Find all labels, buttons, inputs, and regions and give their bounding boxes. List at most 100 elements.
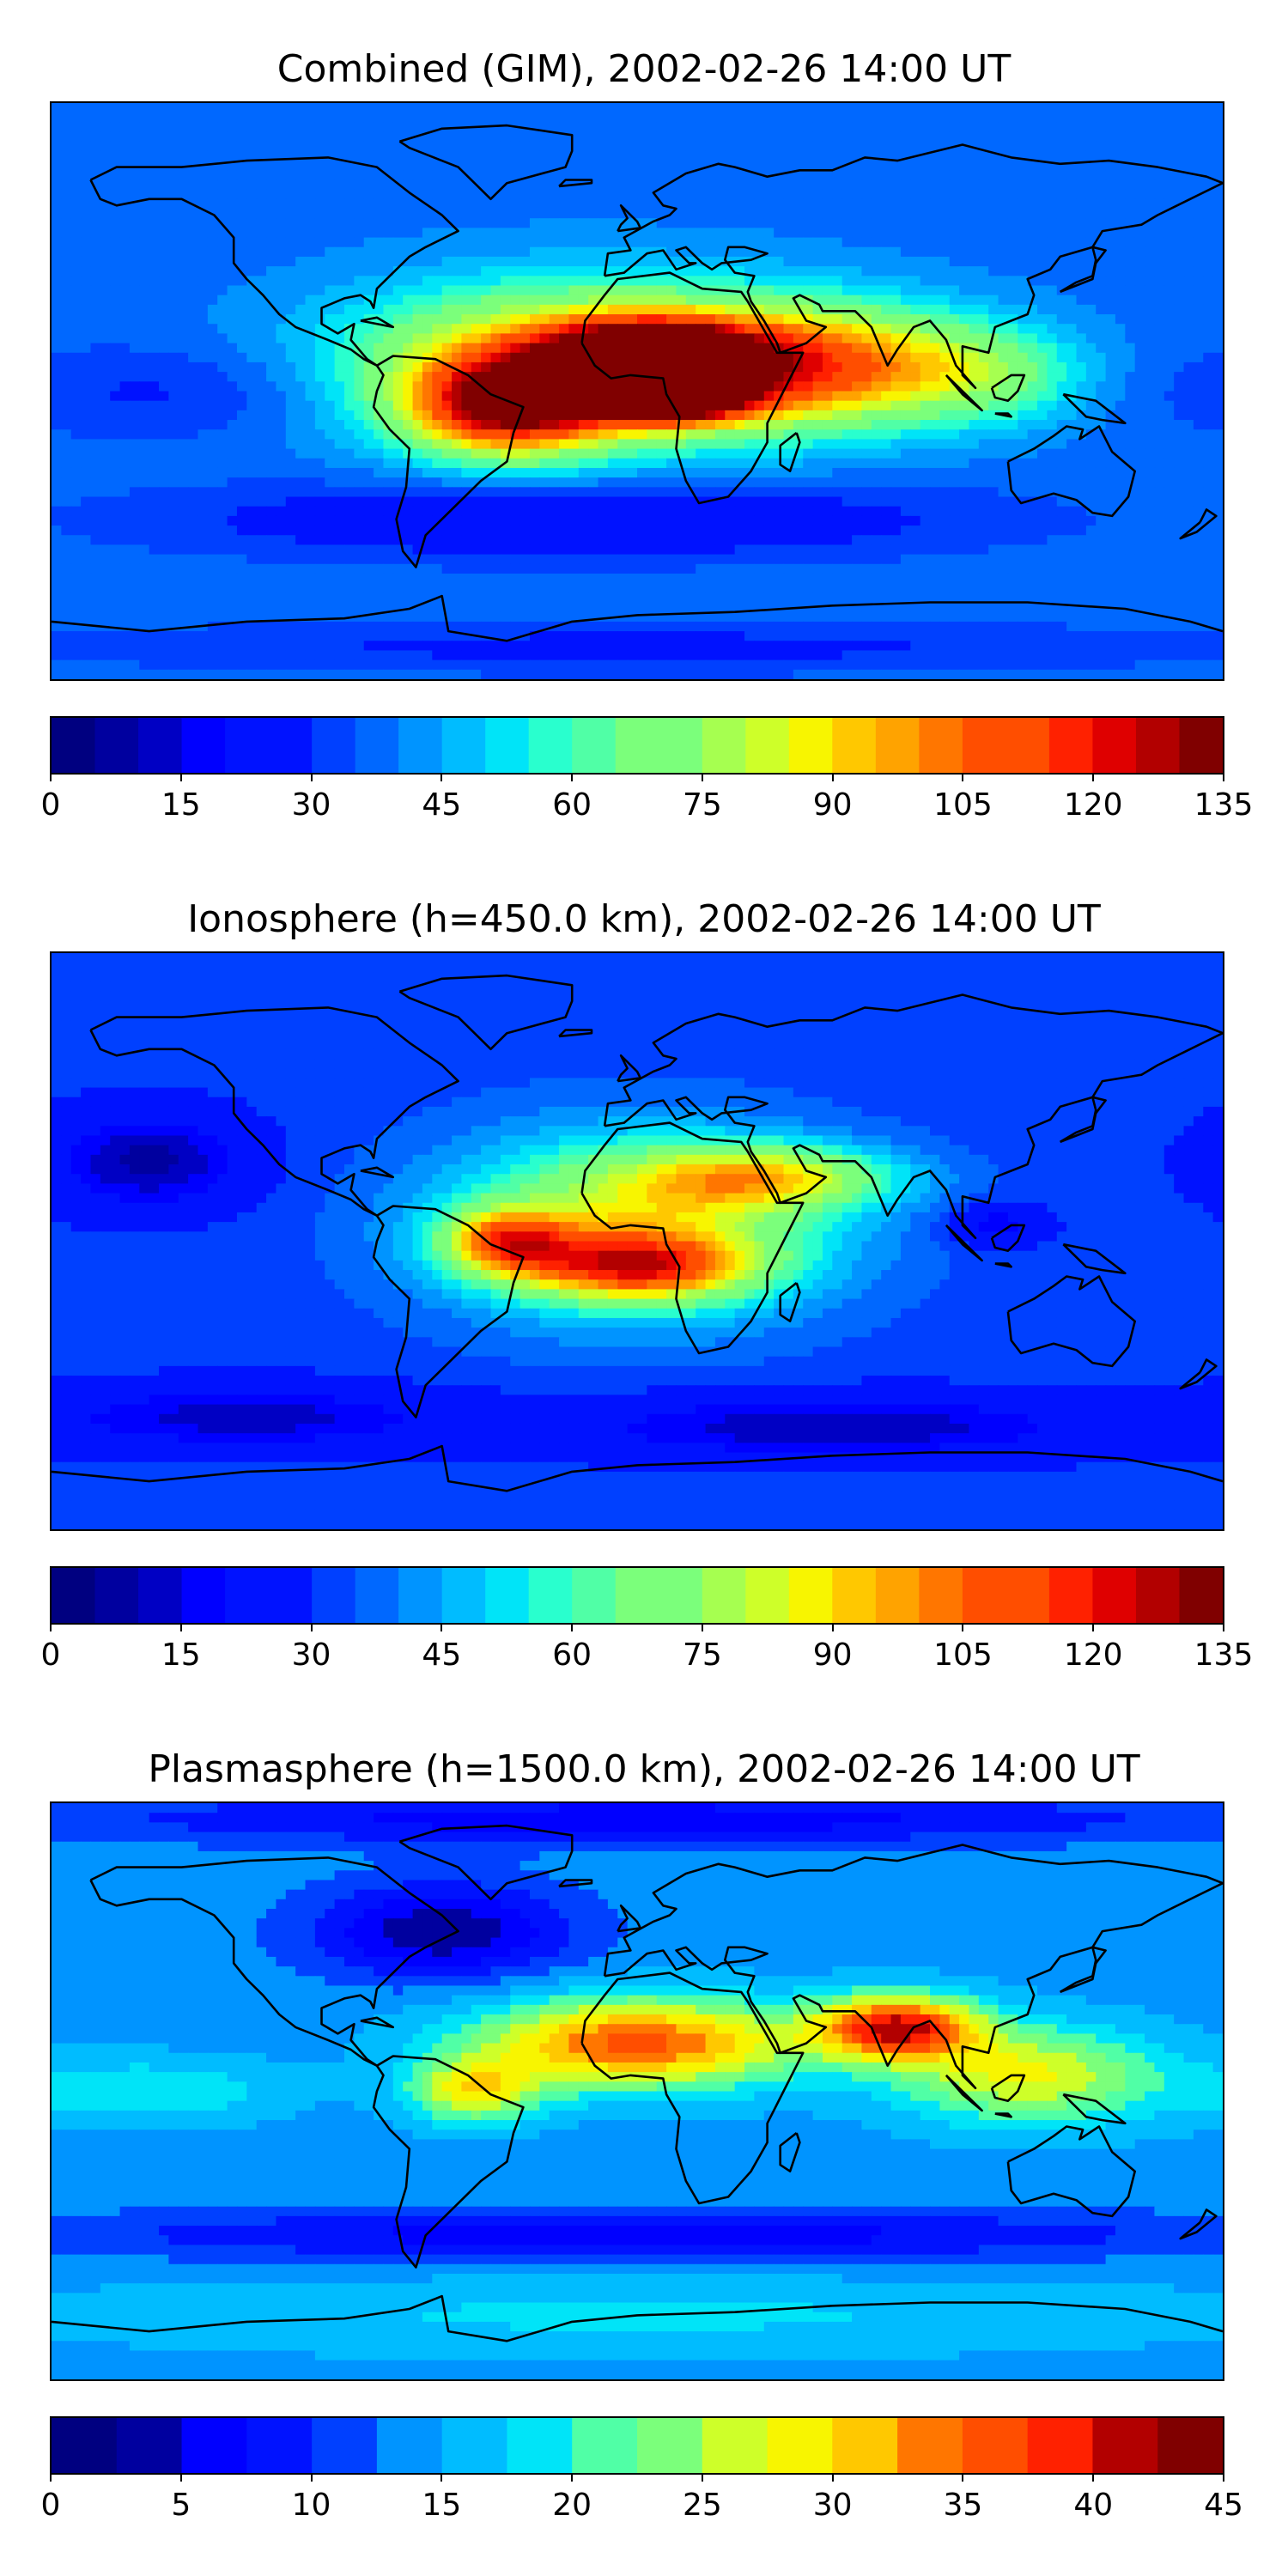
value-cell xyxy=(236,343,247,354)
value-cell xyxy=(539,295,550,306)
value-cell xyxy=(295,448,307,459)
value-cell xyxy=(900,458,911,469)
value-cell xyxy=(578,170,589,181)
value-cell xyxy=(890,209,902,219)
value-cell xyxy=(900,352,911,363)
value-cell xyxy=(1027,198,1038,210)
value-cell xyxy=(637,246,647,258)
value-cell xyxy=(471,170,482,181)
value-cell xyxy=(754,189,765,200)
value-cell xyxy=(725,477,736,488)
value-cell xyxy=(207,122,218,133)
value-cell xyxy=(1163,179,1175,191)
value-cell xyxy=(197,131,209,143)
value-cell xyxy=(861,228,872,239)
value-cell xyxy=(1193,448,1204,459)
value-cell xyxy=(81,256,92,267)
value-cell xyxy=(881,333,892,344)
value-cell xyxy=(637,352,647,363)
value-cell xyxy=(861,103,872,113)
value-cell xyxy=(744,381,755,392)
value-cell xyxy=(510,295,521,306)
value-cell xyxy=(881,237,892,248)
value-cell xyxy=(481,150,492,161)
value-cell xyxy=(403,161,414,171)
value-cell xyxy=(998,477,1009,488)
value-cell xyxy=(696,150,707,161)
value-cell xyxy=(490,103,501,113)
value-cell xyxy=(207,324,218,334)
value-cell xyxy=(217,410,228,421)
value-cell xyxy=(432,487,443,498)
value-cell xyxy=(197,400,209,411)
value-cell xyxy=(1056,189,1067,200)
value-cell xyxy=(1096,103,1107,113)
value-cell xyxy=(627,198,638,210)
value-cell xyxy=(412,161,423,171)
value-cell xyxy=(441,381,453,392)
value-cell xyxy=(344,314,355,325)
value-cell xyxy=(1174,324,1185,334)
value-cell xyxy=(578,352,589,363)
value-cell xyxy=(500,209,511,219)
value-cell xyxy=(881,372,892,382)
value-cell xyxy=(930,391,940,402)
value-cell xyxy=(276,161,287,171)
value-cell xyxy=(529,439,540,450)
value-cell xyxy=(217,381,228,392)
value-cell xyxy=(656,161,667,171)
value-cell xyxy=(656,372,667,382)
value-cell xyxy=(129,304,140,315)
value-cell xyxy=(236,458,247,469)
value-cell xyxy=(452,352,462,363)
value-cell xyxy=(1193,276,1204,287)
value-cell xyxy=(774,496,785,507)
value-cell xyxy=(325,103,336,113)
value-cell xyxy=(637,276,647,287)
value-cell xyxy=(685,189,696,200)
value-cell xyxy=(471,237,482,248)
value-cell xyxy=(696,361,707,373)
value-cell xyxy=(549,448,560,459)
value-cell xyxy=(70,285,82,296)
value-cell xyxy=(841,112,853,123)
value-cell xyxy=(529,391,540,402)
value-cell xyxy=(1027,361,1038,373)
value-cell xyxy=(783,256,794,267)
value-cell xyxy=(334,372,345,382)
value-cell xyxy=(1134,477,1145,488)
value-cell xyxy=(647,410,658,421)
value-cell xyxy=(705,487,716,498)
value-cell xyxy=(90,285,101,296)
value-cell xyxy=(61,266,72,276)
value-cell xyxy=(627,314,638,325)
value-cell xyxy=(510,141,521,152)
value-cell xyxy=(890,228,902,239)
value-cell xyxy=(714,410,726,421)
value-cell xyxy=(861,420,872,430)
value-cell xyxy=(1125,352,1136,363)
value-cell xyxy=(490,467,501,478)
value-cell xyxy=(890,189,902,200)
value-cell xyxy=(452,439,462,450)
value-cell xyxy=(734,496,745,507)
value-cell xyxy=(285,170,296,181)
value-cell xyxy=(598,467,609,478)
value-cell xyxy=(568,410,580,421)
value-cell xyxy=(861,246,872,258)
value-cell xyxy=(1174,487,1185,498)
value-cell xyxy=(500,218,511,228)
value-cell xyxy=(598,103,609,113)
value-cell xyxy=(1193,256,1204,267)
value-cell xyxy=(90,304,101,315)
value-cell xyxy=(246,410,258,421)
value-cell xyxy=(1154,189,1165,200)
value-cell xyxy=(1047,381,1058,392)
value-cell xyxy=(744,410,755,421)
value-cell xyxy=(1007,400,1018,411)
value-cell xyxy=(549,189,560,200)
value-cell xyxy=(1163,295,1175,306)
value-cell xyxy=(422,429,433,440)
value-cell xyxy=(1066,189,1078,200)
value-cell xyxy=(403,391,414,402)
